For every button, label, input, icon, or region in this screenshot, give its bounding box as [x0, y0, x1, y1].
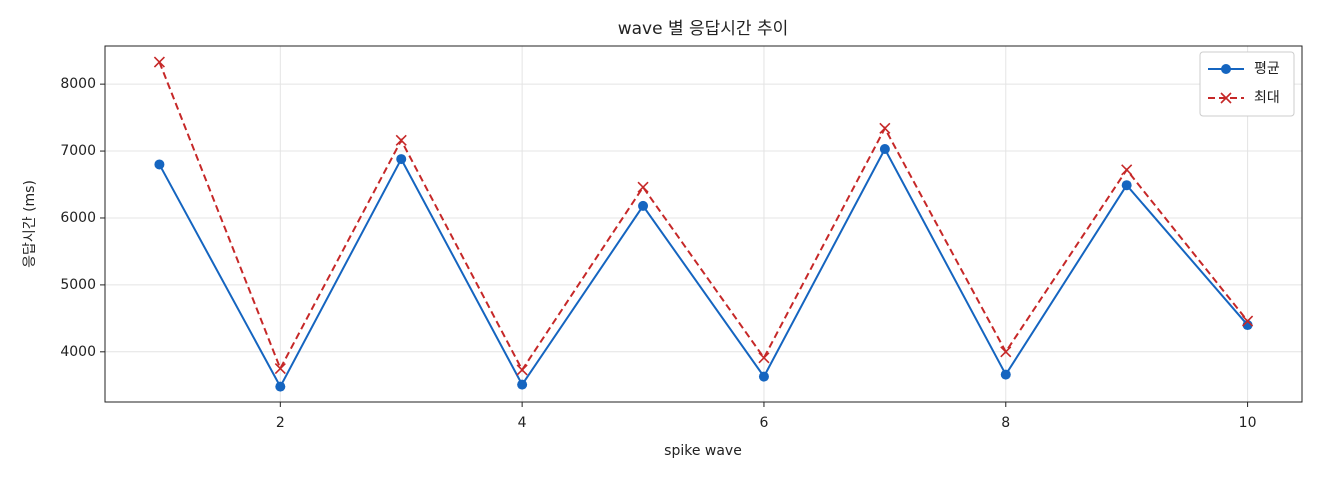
- marker: [637, 181, 649, 193]
- legend-box: [1199, 51, 1295, 117]
- marker: [1121, 180, 1132, 191]
- marker: [154, 159, 165, 170]
- marker: [396, 154, 407, 165]
- x-tick-label: 4: [518, 415, 527, 431]
- marker: [1000, 369, 1011, 380]
- marker: [516, 364, 528, 376]
- y-tick-label: 4000: [60, 344, 96, 360]
- legend-marker: [1220, 92, 1232, 104]
- marker: [758, 352, 770, 364]
- chart-title: wave 별 응답시간 추이: [618, 19, 789, 39]
- x-tick-label: 10: [1239, 415, 1257, 431]
- plot-frame: [104, 45, 1303, 403]
- marker: [1000, 346, 1012, 358]
- marker: [153, 56, 165, 68]
- x-tick-label: 2: [276, 415, 285, 431]
- series-line: [158, 146, 1249, 389]
- marker: [638, 200, 649, 211]
- y-tick-label: 6000: [60, 210, 96, 226]
- x-tick-label: 6: [759, 415, 768, 431]
- legend-marker: [1221, 64, 1231, 74]
- marker: [1121, 164, 1133, 176]
- marker: [1242, 315, 1254, 327]
- y-axis-label: 응답시간 (ms): [22, 180, 38, 268]
- marker: [275, 381, 286, 392]
- x-tick-label: 8: [1001, 415, 1010, 431]
- y-tick-label: 7000: [60, 143, 96, 159]
- marker: [517, 379, 528, 390]
- marker: [879, 122, 891, 134]
- marker: [274, 362, 286, 375]
- marker: [758, 371, 769, 382]
- legend-label: 최대: [1254, 90, 1280, 106]
- series-line: [158, 61, 1249, 372]
- y-tick-label: 8000: [60, 76, 96, 92]
- y-tick-label: 5000: [60, 277, 96, 293]
- x-axis-label: spike wave: [664, 443, 742, 459]
- marker: [395, 134, 407, 146]
- marker: [879, 144, 890, 155]
- legend-label: 평균: [1254, 61, 1280, 77]
